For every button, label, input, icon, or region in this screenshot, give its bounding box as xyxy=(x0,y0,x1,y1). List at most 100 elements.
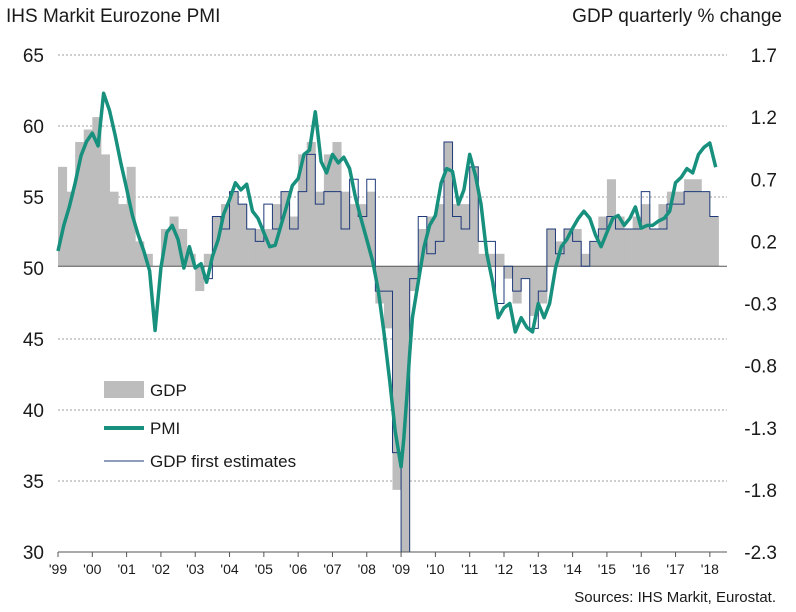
gdp-bar xyxy=(624,228,634,267)
left-tick-label: 65 xyxy=(23,46,44,67)
x-tick-label: '99 xyxy=(49,561,67,577)
right-tick-label: -1.8 xyxy=(744,481,777,502)
gdp-bar xyxy=(306,141,316,267)
right-tick-label: 0.2 xyxy=(751,232,777,253)
x-tick-label: '15 xyxy=(598,561,616,577)
right-tick-label: -1.3 xyxy=(744,419,777,440)
gdp-bar xyxy=(641,204,651,267)
x-tick-label: '08 xyxy=(358,561,376,577)
x-tick-label: '00 xyxy=(83,561,101,577)
x-tick-label: '05 xyxy=(255,561,273,577)
gdp-bar xyxy=(220,204,231,267)
gdp-bar xyxy=(615,216,625,267)
pmi-line xyxy=(56,91,718,469)
gdp-bar xyxy=(383,266,393,329)
gdp-bar xyxy=(469,166,479,267)
x-tick-label: '02 xyxy=(152,561,170,577)
gdp-bar xyxy=(366,191,376,267)
gdp-bar xyxy=(358,204,368,267)
gdp-bar xyxy=(255,228,265,267)
right-tick-label: -2.3 xyxy=(744,543,777,564)
right-tick-labels: 1.7 1.2 0.7 0.2 -0.3 -0.8 -1.3 -1.8 -2.3 xyxy=(744,46,777,564)
gdp-bar xyxy=(461,204,471,267)
left-tick-labels: 65 60 55 50 45 40 35 30 xyxy=(23,46,44,564)
gdp-bar xyxy=(666,191,677,267)
gdp-bar xyxy=(684,179,694,267)
gdp-bar xyxy=(75,141,85,267)
gdp-bar xyxy=(238,204,248,267)
x-tick-label: '11 xyxy=(461,561,478,577)
x-axis: '99 '00 '01 '02 '03 '04 '05 '06 '07 '08 '09 '10 '11 '… xyxy=(49,551,727,577)
gdp-bar xyxy=(83,129,93,267)
left-tick-label: 60 xyxy=(23,117,44,138)
left-tick-label: 30 xyxy=(23,543,44,564)
gdp-bar xyxy=(118,204,128,267)
gdp-bar xyxy=(572,228,582,267)
gdp-bar xyxy=(195,266,205,292)
gdp-bar xyxy=(281,191,291,267)
gdp-bar xyxy=(589,241,599,267)
gdp-bar xyxy=(349,204,359,267)
right-axis-title: GDP quarterly % change xyxy=(572,6,782,27)
gdp-bar xyxy=(289,216,299,267)
gdp-bar xyxy=(512,266,522,304)
gdp-bar xyxy=(229,191,239,267)
gdp-bar xyxy=(58,166,68,267)
right-tick-label: 1.2 xyxy=(751,108,777,129)
x-tick-label: '18 xyxy=(701,561,719,577)
x-tick-label: '17 xyxy=(666,561,684,577)
right-tick-label: 1.7 xyxy=(751,46,777,67)
left-tick-label: 45 xyxy=(23,330,44,351)
right-tick-label: 0.7 xyxy=(751,170,777,191)
left-tick-label: 50 xyxy=(23,259,44,280)
gdp-bar xyxy=(521,266,531,279)
gdp-first-estimates-line xyxy=(195,141,719,553)
gdp-bar xyxy=(92,117,102,267)
left-tick-label: 55 xyxy=(23,188,44,209)
legend-gdp-first-label: GDP first estimates xyxy=(150,452,296,471)
gdp-bar xyxy=(435,204,445,267)
gdp-bar xyxy=(486,253,496,267)
gdp-bar xyxy=(203,253,213,267)
gdp-bar xyxy=(426,216,436,267)
legend-gdp-label: GDP xyxy=(150,381,187,400)
x-tick-label: '10 xyxy=(426,561,444,577)
gdp-bar xyxy=(504,266,514,279)
x-tick-label: '06 xyxy=(289,561,307,577)
gdp-bar xyxy=(478,253,488,267)
gdp-bar xyxy=(529,266,539,316)
right-tick-label: -0.8 xyxy=(744,357,777,378)
x-tick-label: '16 xyxy=(632,561,650,577)
x-tick-label: '09 xyxy=(392,561,410,577)
gdp-bar xyxy=(100,154,110,267)
gdp-bar xyxy=(658,204,668,267)
x-tick-label: '07 xyxy=(323,561,341,577)
gdp-bar xyxy=(109,191,119,267)
gdp-bar xyxy=(564,228,574,267)
gdp-bar xyxy=(546,228,556,267)
gdp-bar xyxy=(443,141,454,267)
gdp-bar xyxy=(675,191,685,267)
gdp-bar xyxy=(581,253,591,267)
x-tick-label: '04 xyxy=(220,561,238,577)
gdp-bar xyxy=(186,253,196,267)
legend-pmi-label: PMI xyxy=(150,419,180,438)
x-tick-label: '14 xyxy=(563,561,581,577)
gdp-bar xyxy=(143,253,153,267)
x-tick-label: '03 xyxy=(186,561,204,577)
source-note: Sources: IHS Markit, Eurostat. xyxy=(574,589,776,606)
gdp-bar xyxy=(323,154,333,267)
gdp-bars xyxy=(58,117,719,552)
gdp-bar xyxy=(315,191,325,267)
gdp-bar xyxy=(538,266,548,304)
gdp-bar xyxy=(392,266,402,490)
gdp-bar xyxy=(649,228,659,267)
gdp-bar xyxy=(692,179,702,267)
gdp-bar xyxy=(495,253,505,267)
gdp-bar xyxy=(709,216,719,267)
right-tick-label: -0.3 xyxy=(744,295,777,316)
gdp-bar xyxy=(66,191,76,267)
legend-gdp-swatch xyxy=(104,381,144,398)
left-tick-label: 35 xyxy=(23,472,44,493)
